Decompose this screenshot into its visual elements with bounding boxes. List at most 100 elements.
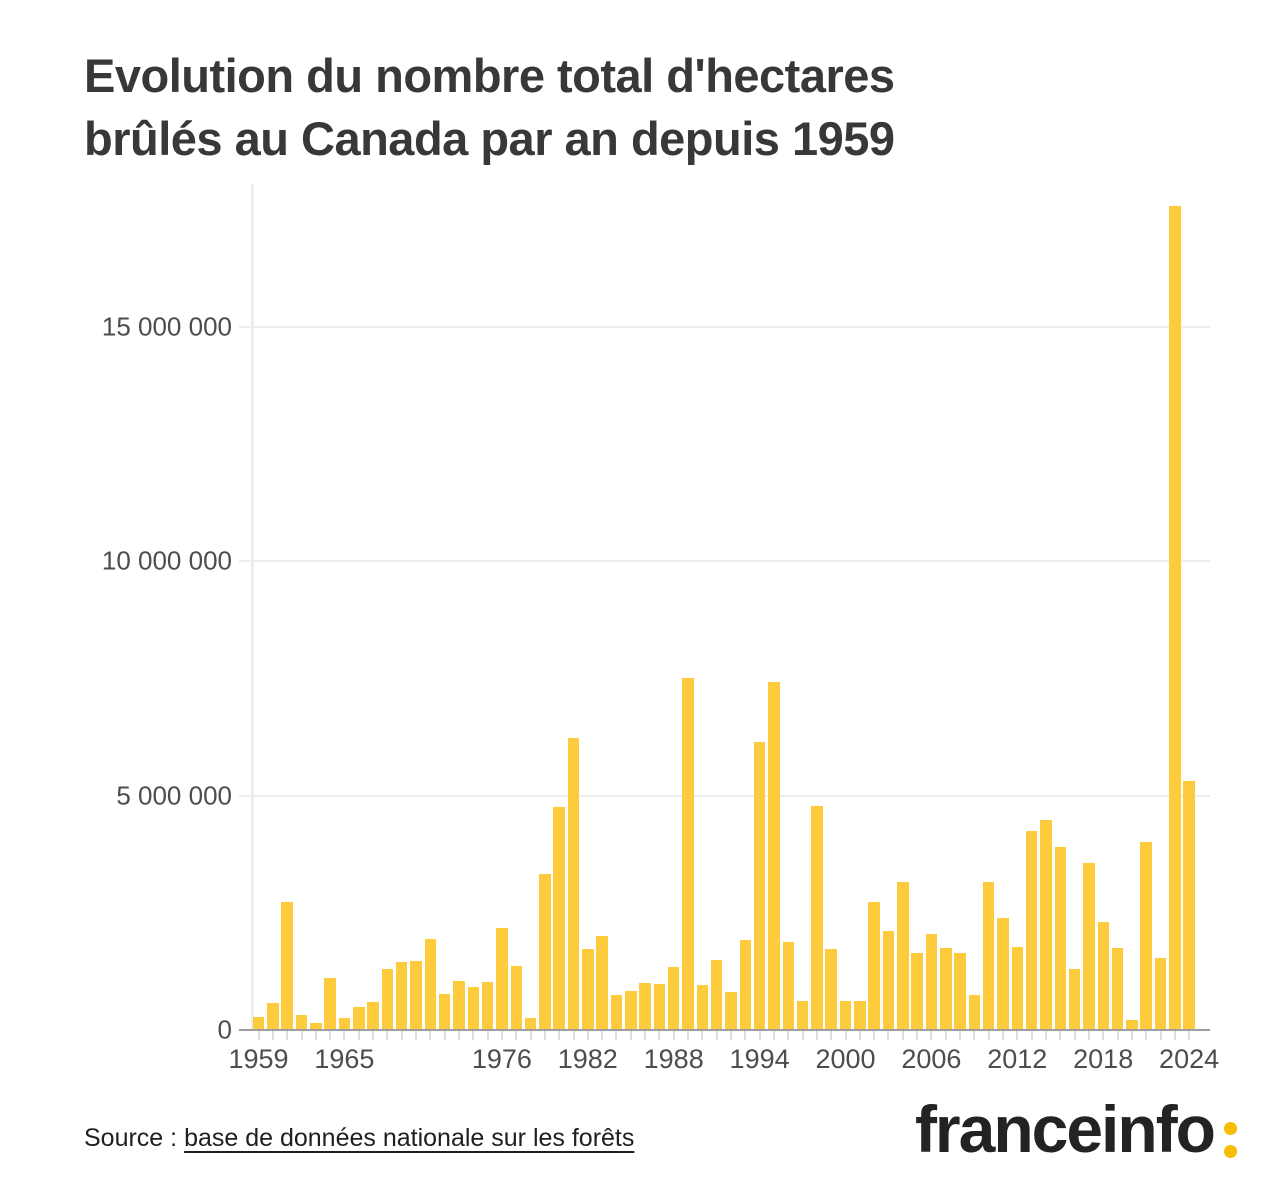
- source-link[interactable]: base de données nationale sur les forêts: [184, 1124, 635, 1152]
- bar-2013: [1025, 831, 1038, 1029]
- bar-2020: [1126, 1020, 1138, 1029]
- x-tick-1998: [815, 1031, 818, 1040]
- x-tick-1997: [801, 1031, 804, 1040]
- bar-1964: [324, 978, 336, 1029]
- y-axis-line: [251, 184, 254, 1029]
- bar-1992: [725, 992, 737, 1029]
- x-tick-1992: [730, 1031, 732, 1040]
- x-tick-2022: [1159, 1031, 1162, 1040]
- x-tick-2014: [1044, 1031, 1047, 1040]
- bar-2017: [1083, 863, 1095, 1029]
- x-tick-1972: [443, 1031, 446, 1040]
- bar-1980: [553, 807, 565, 1029]
- x-tick-1993: [744, 1031, 747, 1040]
- bar-2012: [1011, 947, 1024, 1029]
- bar-2000: [839, 1001, 852, 1029]
- bar-1995: [768, 682, 780, 1029]
- gridline-5000000: [239, 794, 1210, 797]
- x-tick-1991: [715, 1031, 718, 1040]
- x-tick-2001: [858, 1031, 861, 1040]
- bar-1988: [667, 967, 680, 1029]
- x-tick-2002: [873, 1031, 876, 1040]
- x-tick-1981: [572, 1031, 575, 1040]
- logo-colon-icon: [1224, 1122, 1237, 1158]
- x-tick-1984: [615, 1031, 618, 1040]
- x-tick-2000: [844, 1031, 847, 1040]
- bar-2018: [1097, 922, 1109, 1029]
- x-axis-label-2000: 2000: [815, 1044, 876, 1074]
- x-tick-1962: [300, 1031, 303, 1040]
- x-axis-label-1994: 1994: [729, 1044, 790, 1074]
- bar-2007: [940, 948, 952, 1029]
- logo-colon-dot-bottom: [1224, 1145, 1237, 1158]
- y-axis-label-5000000: 5 000 000: [116, 780, 232, 811]
- x-tick-1980: [558, 1031, 561, 1040]
- bar-1984: [610, 995, 623, 1029]
- x-tick-2019: [1116, 1031, 1119, 1040]
- bar-1977: [510, 966, 522, 1029]
- bar-1998: [811, 806, 823, 1029]
- x-tick-1971: [429, 1031, 432, 1040]
- x-tick-2016: [1073, 1031, 1076, 1040]
- bar-1987: [653, 984, 666, 1029]
- chart-title: Evolution du nombre total d'hectares brûl…: [84, 45, 1194, 171]
- x-tick-1986: [644, 1031, 647, 1040]
- x-tick-2011: [1002, 1031, 1004, 1040]
- x-tick-1989: [687, 1031, 689, 1040]
- bar-1960: [267, 1003, 279, 1029]
- x-axis-label-1976: 1976: [471, 1044, 532, 1074]
- bar-1994: [753, 742, 766, 1029]
- x-tick-1967: [372, 1031, 374, 1040]
- x-tick-1987: [658, 1031, 661, 1040]
- bar-1982: [582, 949, 594, 1029]
- x-tick-1973: [457, 1031, 460, 1040]
- x-tick-1999: [830, 1031, 833, 1040]
- x-tick-2020: [1130, 1031, 1133, 1040]
- bar-2008: [954, 953, 966, 1029]
- x-tick-1994: [758, 1031, 761, 1040]
- chart-title-line2: brûlés au Canada par an depuis 1959: [84, 112, 895, 166]
- x-tick-2006: [930, 1031, 933, 1040]
- x-tick-1964: [329, 1031, 332, 1040]
- x-tick-2004: [901, 1031, 904, 1040]
- x-tick-2010: [987, 1031, 990, 1040]
- x-tick-1965: [343, 1031, 346, 1040]
- bar-1976: [496, 928, 508, 1029]
- x-tick-1961: [286, 1031, 289, 1040]
- bar-2004: [897, 882, 909, 1029]
- bar-1999: [825, 949, 837, 1029]
- x-axis-label-1982: 1982: [557, 1044, 618, 1074]
- bar-2019: [1111, 948, 1124, 1029]
- bar-1989: [682, 678, 694, 1029]
- x-tick-2024: [1188, 1031, 1191, 1040]
- franceinfo-logo: franceinfo: [915, 1096, 1237, 1162]
- x-axis-label-2006: 2006: [901, 1044, 962, 1074]
- x-tick-1977: [515, 1031, 518, 1040]
- bar-1966: [353, 1007, 365, 1029]
- x-axis-label-1959: 1959: [228, 1044, 289, 1074]
- bar-2005: [911, 953, 923, 1029]
- x-tick-1979: [543, 1031, 546, 1040]
- bar-1965: [338, 1018, 351, 1029]
- bar-2003: [882, 931, 895, 1029]
- source-prefix: Source :: [84, 1124, 185, 1152]
- y-axis-label-10000000: 10 000 000: [101, 545, 232, 576]
- franceinfo-wordmark: franceinfo: [914, 1092, 1216, 1166]
- gridline-15000000: [239, 326, 1210, 328]
- bar-2010: [982, 882, 995, 1029]
- bar-1978: [524, 1018, 537, 1029]
- chart-title-line1: Evolution du nombre total d'hectares: [84, 49, 895, 103]
- bar-1990: [696, 985, 709, 1029]
- x-tick-1990: [701, 1031, 704, 1040]
- bar-2021: [1140, 842, 1152, 1029]
- bar-1986: [639, 983, 651, 1029]
- x-tick-2015: [1059, 1031, 1062, 1040]
- x-tick-1969: [400, 1031, 403, 1040]
- bar-1974: [467, 987, 479, 1029]
- bar-1975: [481, 982, 494, 1029]
- y-axis-label-0: 0: [217, 1014, 232, 1045]
- bar-2009: [968, 995, 981, 1029]
- bar-2006: [925, 934, 938, 1029]
- x-tick-2008: [959, 1031, 961, 1040]
